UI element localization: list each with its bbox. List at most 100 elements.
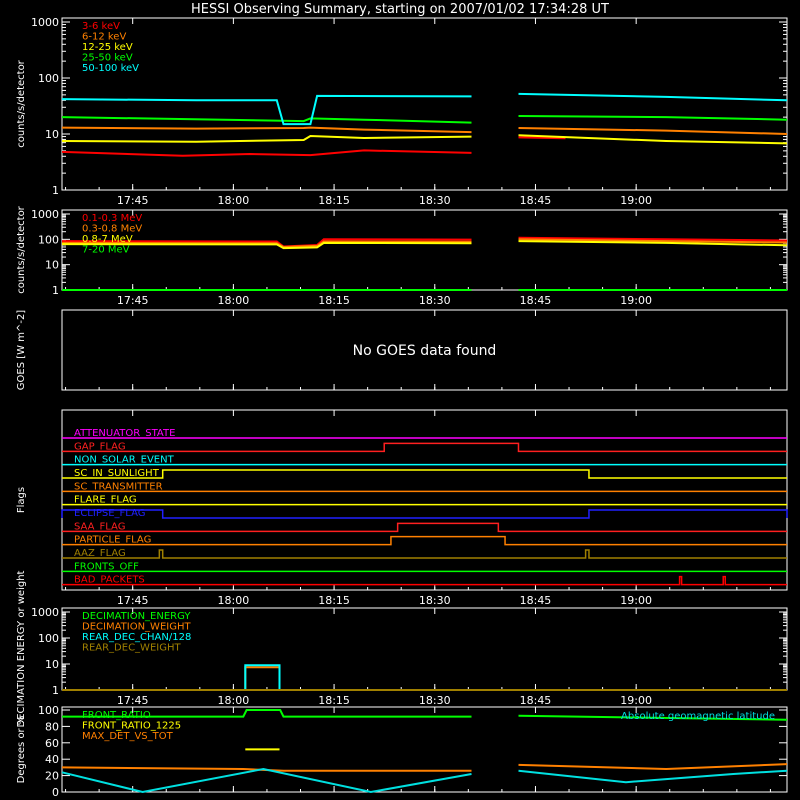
- series-line: [518, 714, 788, 721]
- x-tick-label: 18:45: [520, 294, 552, 307]
- y-tick-label: 1: [52, 284, 59, 297]
- y-tick-label: 1000: [31, 606, 59, 619]
- flag-label: SAA_FLAG: [74, 521, 125, 532]
- legend-entry: DECIMATION_WEIGHT: [82, 622, 191, 633]
- legend-entry: 6-12 keV: [82, 32, 126, 43]
- legend-entry: 12-25 keV: [82, 42, 133, 53]
- y-tick-label: 100: [38, 632, 59, 645]
- y-tick-label: 1000: [31, 16, 59, 29]
- figure-title: HESSI Observing Summary, starting on 200…: [191, 2, 609, 17]
- flag-label: SC_TRANSMITTER: [74, 481, 163, 492]
- flag-label: ATTENUATOR_STATE: [74, 428, 175, 439]
- x-tick-label: 18:15: [318, 594, 350, 607]
- flag-label: FLARE_FLAG: [74, 495, 137, 506]
- x-tick-label: 18:45: [520, 694, 552, 707]
- flag-line: [62, 442, 787, 453]
- series-line: [518, 115, 788, 121]
- panel-3: GOES [W m^-2] No GOES data found: [16, 309, 788, 391]
- legend-entry: DECIMATION_ENERGY: [82, 611, 191, 622]
- y-tick-label: 10: [45, 128, 59, 141]
- y-tick-label: 100: [38, 233, 59, 246]
- series-line: [61, 134, 472, 143]
- flag-label: FRONTS_OFF: [74, 561, 139, 572]
- legend-entry: REAR_DEC_WEIGHT: [82, 643, 181, 654]
- y-axis-label: counts/s/detector: [16, 205, 27, 293]
- y-axis-label: DECIMATION ENERGY or weight: [16, 570, 27, 727]
- y-tick-label: 10: [45, 259, 59, 272]
- x-tick-label: 19:00: [620, 194, 652, 207]
- annotation-text: Absolute geomagnetic latitude: [621, 711, 775, 722]
- y-tick-label: 10: [45, 658, 59, 671]
- panel-frame: [61, 209, 788, 291]
- flag-label: ECLIPSE_FLAG: [74, 508, 145, 519]
- flag-label: AAZ_FLAG: [74, 548, 126, 559]
- legend-entry: 25-50 keV: [82, 53, 133, 64]
- series-line: [61, 116, 472, 124]
- x-tick-label: 18:45: [520, 594, 552, 607]
- series-line: [61, 149, 472, 157]
- y-tick-label: 1: [52, 184, 59, 197]
- series-line: [518, 240, 788, 247]
- y-axis-label: Degrees or %: [16, 716, 27, 784]
- series-line: [61, 126, 472, 134]
- y-axis-label: GOES [W m^-2]: [16, 310, 27, 391]
- x-tick-label: 19:00: [620, 594, 652, 607]
- x-tick-label: 17:45: [117, 694, 149, 707]
- legend-entry: REAR_DEC_CHAN/128: [82, 632, 191, 643]
- x-tick-label: 18:30: [419, 194, 451, 207]
- flag-line: [62, 535, 787, 546]
- x-tick-label: 17:45: [117, 594, 149, 607]
- x-tick-label: 17:45: [117, 194, 149, 207]
- legend-entry: MAX_DET_VS_TOT: [82, 731, 174, 742]
- y-tick-label: 60: [45, 737, 59, 750]
- series-line: [518, 238, 788, 244]
- panel-1: 17:45 18:00 18:15 18:30 18:45 19:00 1 10 100 1000…: [16, 16, 788, 207]
- flag-label: NON_SOLAR_EVENT: [74, 455, 175, 466]
- series-line: [518, 136, 566, 140]
- legend-entry: 50-100 keV: [82, 63, 139, 74]
- legend-entry: 0.8-7 MeV: [82, 234, 133, 245]
- y-tick-label: 80: [45, 720, 59, 733]
- series-line: [62, 664, 787, 691]
- flag-line: [62, 575, 787, 586]
- flag-line: [61, 509, 788, 519]
- x-tick-label: 18:00: [218, 694, 250, 707]
- flag-line: [62, 549, 787, 559]
- legend-entry: 3-6 keV: [82, 21, 120, 32]
- series-line: [518, 92, 788, 102]
- x-tick-label: 17:45: [117, 294, 149, 307]
- x-tick-label: 18:15: [318, 694, 350, 707]
- series-line: [518, 769, 788, 784]
- series-line: [62, 709, 472, 718]
- series-line: [61, 767, 472, 794]
- legend-entry: FRONT_RATIO: [82, 710, 151, 721]
- y-tick-label: 1000: [31, 208, 59, 221]
- legend-entry: 7-20 MeV: [82, 245, 130, 256]
- flag-label: BAD_PACKETS: [74, 575, 145, 586]
- x-tick-label: 19:00: [620, 294, 652, 307]
- y-axis-label: counts/s/detector: [16, 59, 27, 147]
- y-tick-label: 40: [45, 753, 59, 766]
- y-tick-label: 100: [38, 704, 59, 717]
- x-tick-label: 18:00: [218, 194, 250, 207]
- panel-frame: [61, 409, 788, 591]
- x-tick-label: 18:00: [218, 294, 250, 307]
- flag-line: [62, 469, 787, 479]
- panel-4: 17:45 18:00 18:15 18:30 18:45 19:00 Flags ATTEN…: [16, 409, 788, 607]
- x-tick-label: 18:30: [419, 294, 451, 307]
- series-line: [61, 94, 472, 126]
- y-tick-label: 100: [38, 72, 59, 85]
- panel-frame: [61, 706, 788, 793]
- series-line: [518, 134, 788, 145]
- y-axis-label: Flags: [16, 487, 27, 513]
- x-tick-label: 18:45: [520, 194, 552, 207]
- panel-6: 0 20 40 60 80 100 Degrees or % FRONT_RATIOFRONT…: [16, 704, 788, 799]
- flag-label: GAP_FLAG: [74, 441, 126, 452]
- series-line: [61, 240, 472, 249]
- y-tick-label: 1: [52, 684, 59, 697]
- panel-5: 17:45 18:00 18:15 18:30 18:45 19:00 1 10 100 1000…: [16, 570, 788, 727]
- x-tick-label: 18:30: [419, 594, 451, 607]
- x-tick-label: 19:00: [620, 694, 652, 707]
